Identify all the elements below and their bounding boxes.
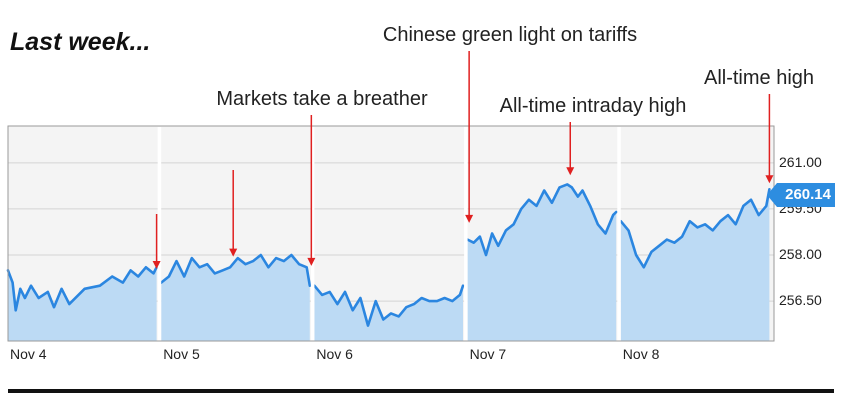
arrowhead-breather — [307, 257, 316, 266]
area-nov-8 — [620, 189, 770, 341]
plot-frame — [7, 125, 775, 342]
area-nov-7 — [467, 184, 617, 341]
arrowhead-election — [229, 248, 238, 257]
line-nov-8 — [619, 188, 771, 269]
y-tick-label: 256.50 — [779, 292, 822, 309]
arrowhead-ath1 — [152, 260, 161, 269]
arrowhead-ath2 — [765, 175, 774, 184]
y-tick-label: 261.00 — [779, 153, 822, 170]
y-tick-label: 258.00 — [779, 246, 822, 262]
annotation-breather: Markets take a breather — [216, 88, 428, 110]
session-gap-3 — [617, 127, 621, 341]
x-tick-label: Nov 8 — [622, 346, 660, 362]
line-nov-6 — [313, 284, 465, 327]
session-gap-1 — [310, 127, 315, 341]
area-nov-5 — [161, 255, 310, 341]
annotation-intraday: All-time intraday high — [499, 95, 687, 117]
line-nov-4 — [6, 266, 158, 312]
session-gap-2 — [464, 127, 468, 341]
x-tick-label: Nov 7 — [469, 346, 507, 362]
annotation-ath2: All-time high — [703, 67, 815, 89]
x-tick-label: Nov 4 — [10, 346, 47, 362]
line-nov-7 — [466, 183, 618, 257]
chart-title: Last week... — [10, 28, 151, 56]
area-nov-6 — [314, 285, 463, 341]
bottom-divider — [8, 389, 834, 393]
arrowhead-intraday — [566, 167, 575, 176]
line-nov-5 — [159, 253, 312, 287]
session-gap-0 — [157, 127, 162, 341]
x-tick-label: Nov 5 — [163, 346, 200, 362]
arrowhead-china — [465, 214, 474, 223]
area-nov-4 — [8, 267, 157, 341]
annotation-china: Chinese green light on tariffs — [382, 24, 638, 46]
last-price-badge: 260.14 — [767, 183, 835, 207]
x-tick-label: Nov 6 — [316, 346, 353, 362]
